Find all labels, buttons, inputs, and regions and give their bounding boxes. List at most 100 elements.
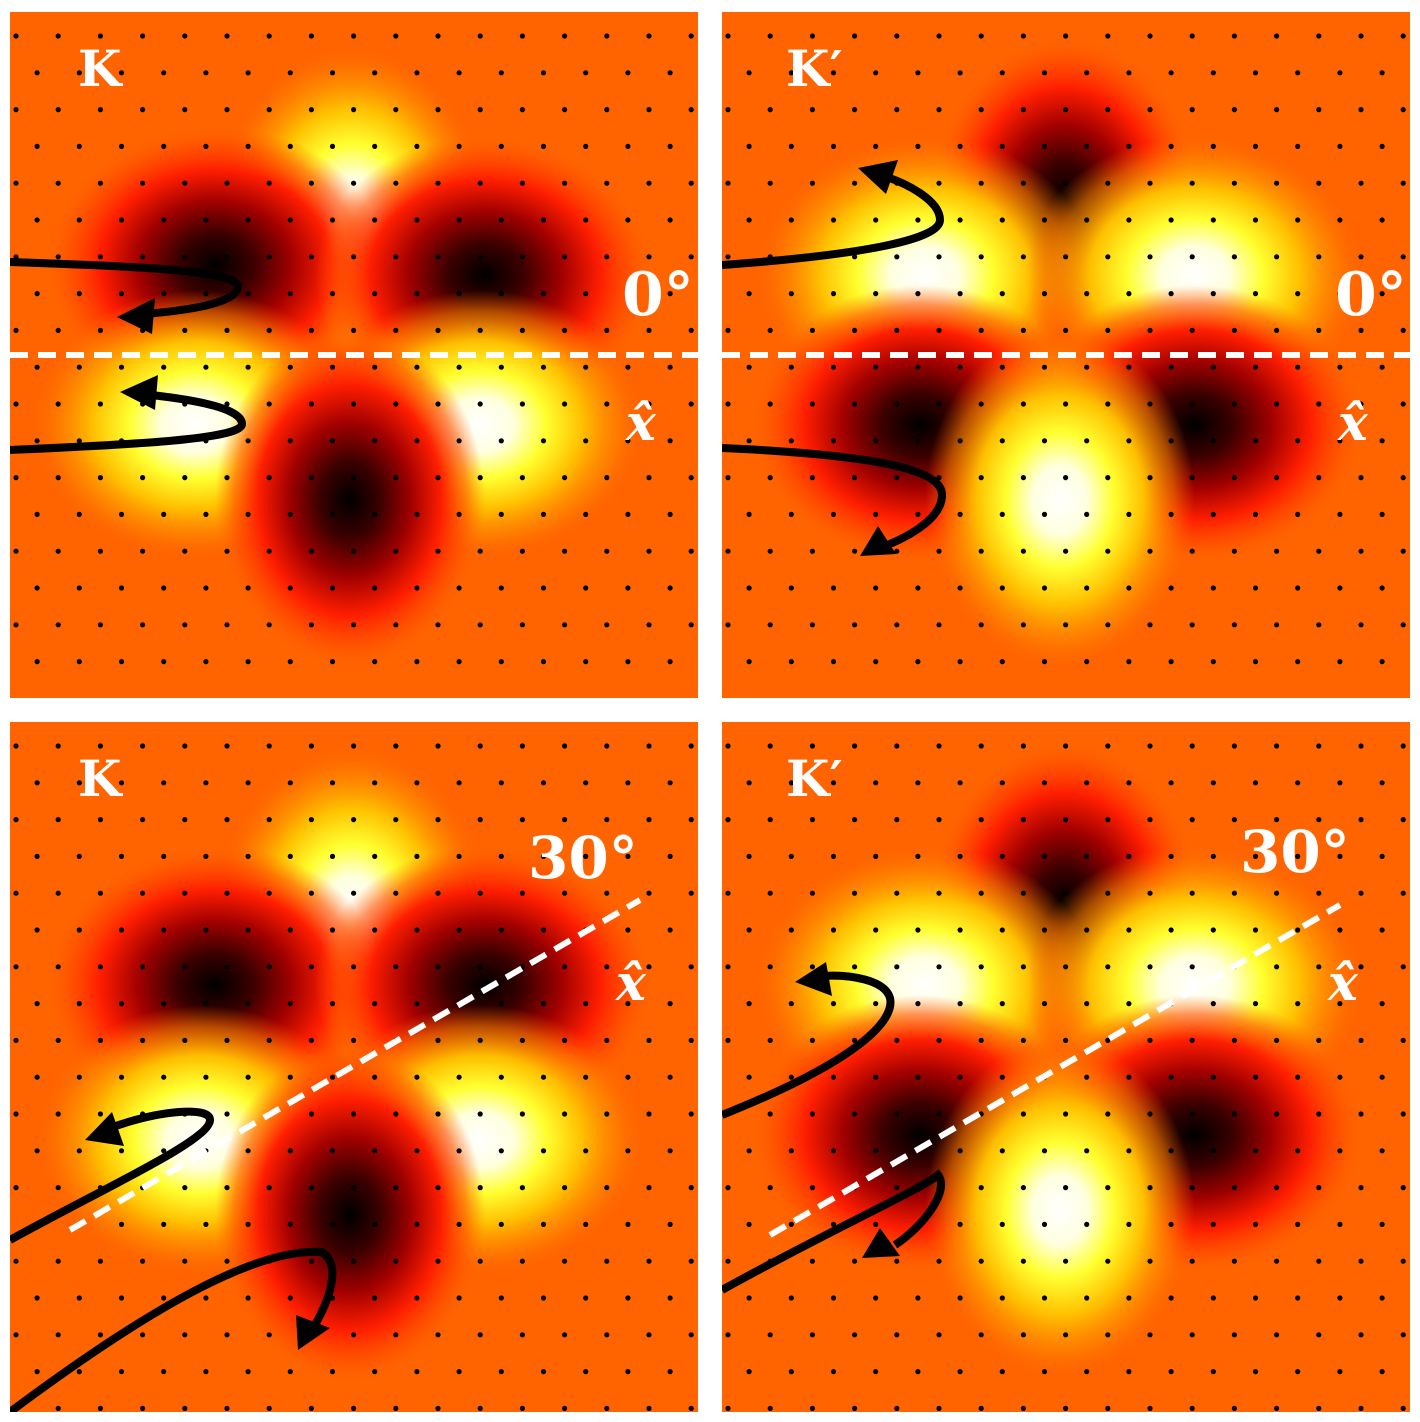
lattice-site (936, 964, 942, 970)
lattice-site (13, 743, 19, 749)
lattice-site (393, 107, 399, 113)
lattice-site (1168, 143, 1174, 149)
lattice-site (1063, 1185, 1069, 1191)
lattice-site (372, 1001, 378, 1007)
lattice-site (182, 622, 188, 628)
lattice-site (667, 585, 673, 591)
lattice-site (936, 743, 942, 749)
valley-label: K (78, 749, 123, 808)
angle-label: 0° (1335, 260, 1407, 330)
angle-label: 30° (1240, 818, 1350, 886)
lattice-site (477, 327, 483, 333)
lattice-site (224, 1185, 230, 1191)
lattice-site (1316, 327, 1322, 333)
lattice-site (604, 964, 610, 970)
lattice-site (351, 401, 357, 407)
lattice-site (1316, 33, 1322, 39)
lattice-site (852, 33, 858, 39)
lattice-site (351, 107, 357, 113)
lattice-site (1084, 511, 1090, 517)
lattice-site (1189, 327, 1195, 333)
lattice-site (456, 143, 462, 149)
lattice-site (13, 1332, 19, 1338)
trajectory-curve (10, 390, 247, 454)
lattice-site (308, 475, 314, 481)
lattice-site (1379, 780, 1385, 786)
lattice-site (55, 401, 61, 407)
lattice-site (1020, 180, 1026, 186)
lattice-site (308, 107, 314, 113)
lattice-site (688, 180, 694, 186)
lattice-site (1147, 817, 1153, 823)
lattice-site (957, 1074, 963, 1080)
lattice-site (746, 1295, 752, 1301)
lattice-site (1379, 1295, 1385, 1301)
lattice-site (76, 853, 82, 860)
lattice-site (1168, 585, 1174, 591)
lattice-site (498, 1369, 504, 1375)
lattice-site (915, 585, 921, 591)
lattice-site (688, 475, 694, 481)
lattice-site (562, 33, 568, 39)
lattice-site (767, 180, 773, 186)
lattice-site (1337, 143, 1343, 149)
lattice-site (894, 817, 900, 823)
lattice-site (1274, 1405, 1280, 1411)
lattice-site (1400, 1037, 1406, 1043)
lattice-site (76, 143, 82, 149)
lattice-site (1295, 70, 1301, 76)
lattice-site (34, 1369, 40, 1375)
lattice-site (1063, 180, 1069, 186)
lattice-site (809, 401, 816, 407)
lattice-site (456, 927, 462, 933)
lattice-site (1020, 254, 1026, 260)
lattice-site (1210, 1074, 1216, 1080)
lattice-site (1231, 1037, 1237, 1043)
lattice-site (1041, 927, 1048, 933)
lattice-site (562, 964, 568, 970)
lattice-site (999, 1074, 1005, 1080)
lattice-site (583, 291, 589, 297)
lattice-site (1147, 622, 1153, 628)
valley-label: K (78, 39, 123, 98)
lattice-site (266, 254, 272, 260)
lattice-site (725, 475, 731, 481)
lattice-site (1147, 1111, 1153, 1117)
lattice-site (688, 1258, 694, 1264)
lattice-site (224, 743, 230, 749)
lattice-site (1147, 743, 1153, 749)
lattice-site (1358, 964, 1364, 970)
lattice-site (646, 107, 652, 113)
atom-lattice (725, 33, 1406, 665)
lattice-site (978, 401, 984, 407)
lattice-site (936, 327, 942, 333)
lattice-site (1400, 964, 1406, 970)
lattice-site (456, 511, 462, 517)
lattice-site (1379, 511, 1385, 517)
lattice-site (1210, 511, 1216, 517)
lattice-site (1295, 659, 1301, 665)
lattice-site (873, 438, 879, 444)
lattice-site (1105, 180, 1111, 186)
lattice-site (13, 1111, 19, 1117)
lattice-site (519, 475, 526, 481)
lattice-site (519, 327, 526, 333)
lattice-site (830, 1001, 837, 1007)
lattice-site (1063, 817, 1069, 823)
lattice-site (519, 1037, 526, 1043)
lattice-site (351, 1037, 357, 1043)
lattice-site (477, 1037, 483, 1043)
lattice-site (519, 1258, 526, 1264)
lattice-site (351, 254, 357, 260)
lattice-site (1231, 1332, 1237, 1338)
trajectory-curve (10, 258, 243, 319)
lattice-site (604, 327, 610, 333)
lattice-site (287, 1001, 293, 1007)
lattice-site (646, 622, 652, 628)
lattice-site (936, 890, 942, 896)
lattice-site (34, 780, 40, 786)
lattice-site (1084, 659, 1090, 665)
lattice-site (1337, 853, 1343, 860)
lattice-site (1379, 1221, 1385, 1227)
lattice-site (688, 327, 694, 333)
